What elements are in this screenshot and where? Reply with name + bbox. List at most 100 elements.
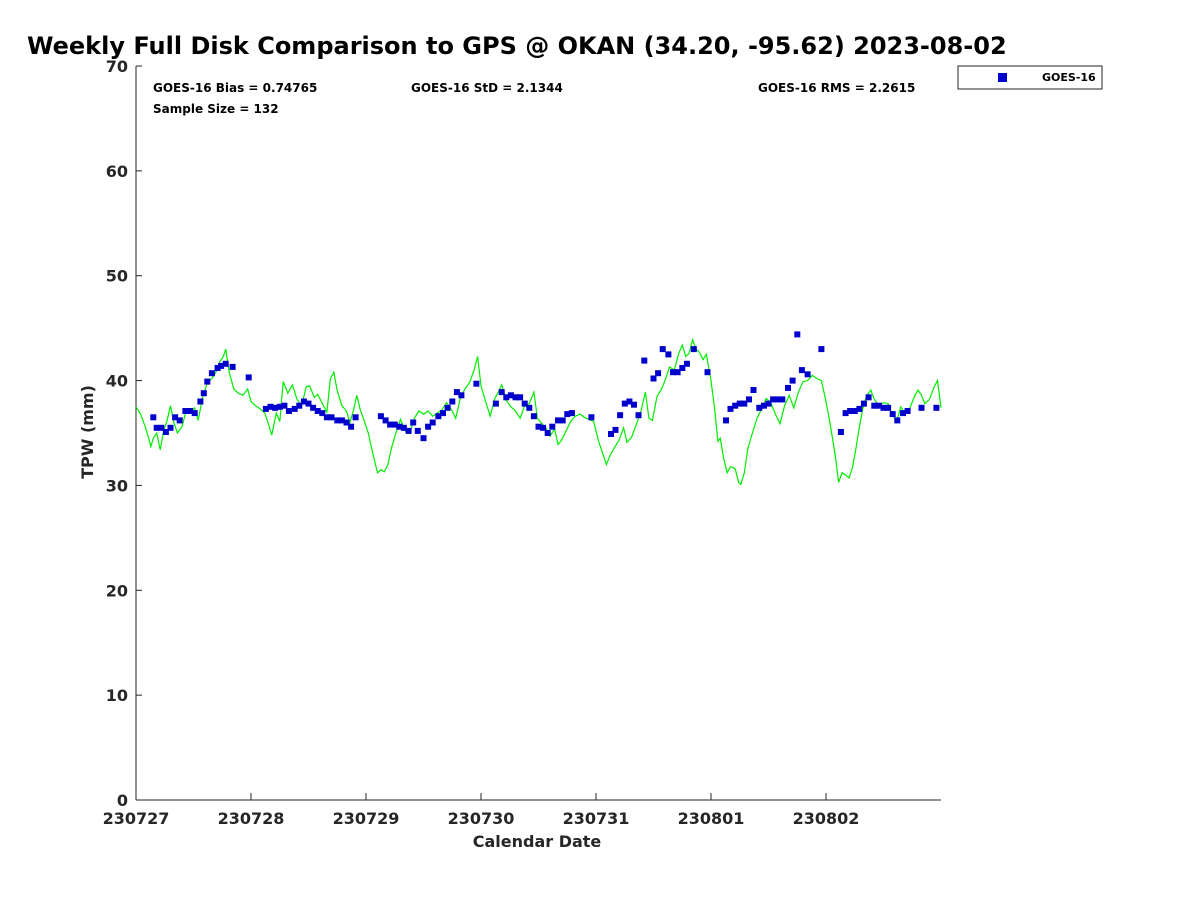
y-tick-label: 50 xyxy=(106,267,128,286)
goes16-point xyxy=(150,414,157,421)
goes16-point xyxy=(746,396,752,403)
goes16-point xyxy=(723,417,729,424)
goes16-point xyxy=(387,421,394,428)
goes16-point xyxy=(900,410,906,417)
goes16-point xyxy=(314,408,321,414)
goes16-point xyxy=(200,390,207,397)
goes16-point xyxy=(918,404,925,411)
chart-title: Weekly Full Disk Comparison to GPS @ OKA… xyxy=(27,32,1007,60)
goes16-point xyxy=(732,402,739,409)
goes16-point xyxy=(498,389,505,396)
goes16-point xyxy=(197,398,204,405)
goes16-point xyxy=(382,417,389,424)
legend-label-goes16: GOES-16 xyxy=(1042,71,1096,84)
goes16-point xyxy=(267,403,274,410)
goes16-point xyxy=(272,404,279,411)
goes16-point xyxy=(458,392,465,399)
goes16-point xyxy=(204,378,211,385)
goes16-series-layer xyxy=(150,331,940,442)
goes16-point xyxy=(530,413,537,420)
goes16-point xyxy=(933,404,940,411)
goes16-point xyxy=(659,346,666,353)
goes16-point xyxy=(621,400,628,407)
goes16-point xyxy=(429,419,436,426)
y-axis-label: TPW (mm) xyxy=(78,385,97,479)
goes16-point xyxy=(517,394,524,401)
x-axis-ticks: 230727 230728 230729 230730 230731 230801 2308… xyxy=(103,793,860,828)
goes16-point xyxy=(391,421,398,428)
goes16-point xyxy=(760,402,767,409)
goes16-point xyxy=(444,404,451,411)
goes16-point xyxy=(323,414,330,421)
goes16-point xyxy=(741,400,748,407)
legend: GOES-16 xyxy=(957,65,1103,90)
x-tick-label: 230727 xyxy=(103,809,170,828)
goes16-point xyxy=(804,371,811,378)
goes16-point xyxy=(453,389,460,396)
goes16-point xyxy=(291,405,298,412)
goes16-point xyxy=(300,398,307,405)
goes16-point xyxy=(794,331,801,338)
goes16-point xyxy=(798,367,805,374)
x-tick-label: 230801 xyxy=(678,809,745,828)
goes16-point xyxy=(842,410,849,417)
goes16-point xyxy=(865,394,872,401)
goes16-point xyxy=(503,394,510,401)
goes16-point xyxy=(880,404,887,411)
y-tick-label: 0 xyxy=(117,791,128,810)
goes16-point xyxy=(736,400,743,407)
goes16-point xyxy=(296,402,303,409)
legend-box xyxy=(957,65,1103,90)
goes16-point xyxy=(338,417,345,424)
goes16-point xyxy=(449,398,456,405)
legend-marker-goes16 xyxy=(998,73,1007,82)
x-tick-label: 230729 xyxy=(333,809,400,828)
y-tick-label: 70 xyxy=(106,57,128,76)
goes16-point xyxy=(167,424,174,431)
y-tick-label: 30 xyxy=(106,476,128,495)
goes16-point xyxy=(334,417,341,424)
goes16-point xyxy=(765,400,772,407)
goes16-point xyxy=(549,423,556,430)
x-tick-label: 230802 xyxy=(793,809,860,828)
goes16-point xyxy=(885,404,892,411)
goes16-point xyxy=(176,417,183,424)
goes16-point xyxy=(860,400,867,407)
goes16-point xyxy=(521,400,528,407)
goes16-point xyxy=(774,396,781,403)
goes16-point xyxy=(172,414,179,421)
goes16-point xyxy=(555,417,561,424)
goes16-point xyxy=(875,402,882,409)
goes16-point xyxy=(440,410,446,417)
x-axis-label: Calendar Date xyxy=(473,832,602,851)
goes16-point xyxy=(319,410,326,417)
y-axis-ticks: 0 10 20 30 40 50 60 70 xyxy=(106,57,142,810)
goes16-point xyxy=(400,424,407,431)
goes16-point xyxy=(276,403,283,410)
goes16-point xyxy=(750,387,757,393)
goes16-point xyxy=(208,370,215,377)
goes16-point xyxy=(512,394,519,401)
goes16-point xyxy=(425,423,432,430)
goes16-point xyxy=(670,369,676,376)
goes16-point xyxy=(507,392,514,399)
goes16-point xyxy=(655,370,662,377)
goes16-point xyxy=(214,365,221,371)
goes16-point xyxy=(789,377,796,384)
goes16-point xyxy=(856,405,863,412)
goes16-point xyxy=(218,362,225,369)
goes16-point xyxy=(608,431,614,437)
goes16-point xyxy=(904,408,911,414)
goes16-point xyxy=(641,357,648,364)
goes16-point xyxy=(310,404,317,411)
goes16-point xyxy=(871,402,878,409)
goes16-point xyxy=(631,401,637,408)
goes16-point xyxy=(626,398,633,405)
goes16-point xyxy=(847,408,854,414)
std-stat: GOES-16 StD = 2.1344 xyxy=(411,81,563,95)
goes16-point xyxy=(348,423,355,430)
bias-stat: GOES-16 Bias = 0.74765 xyxy=(153,81,317,95)
goes16-point xyxy=(650,375,657,382)
goes16-point xyxy=(564,411,571,418)
